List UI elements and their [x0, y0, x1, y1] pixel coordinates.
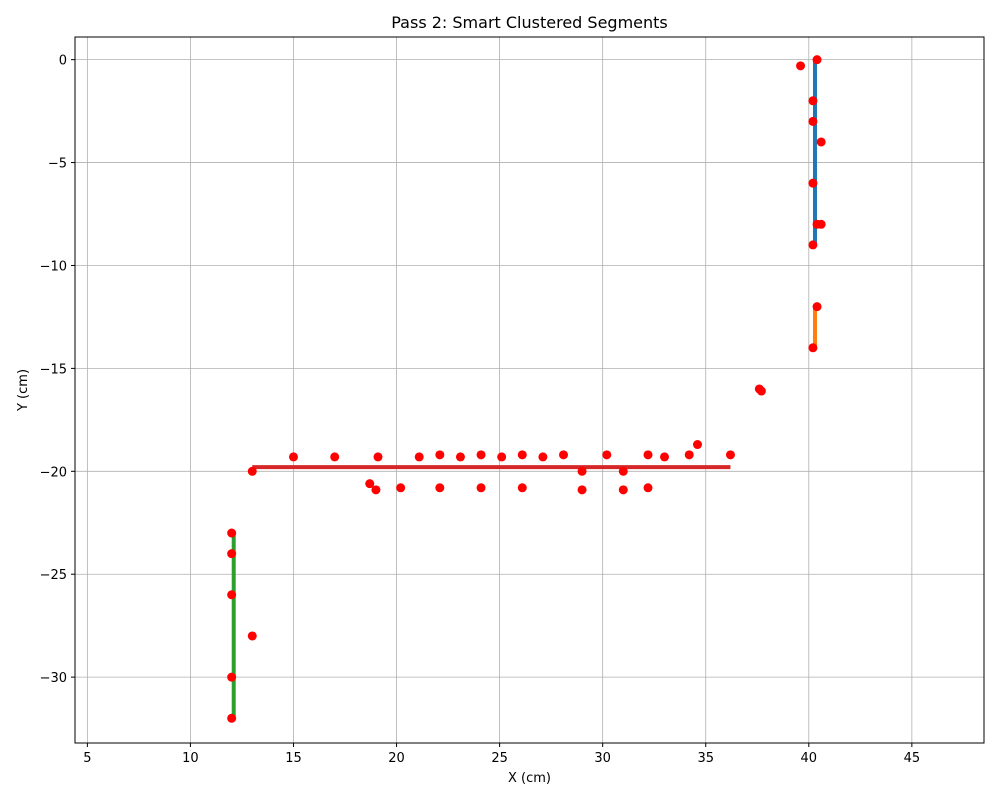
- data-point: [796, 61, 806, 71]
- data-point: [227, 672, 237, 682]
- data-point: [816, 219, 826, 229]
- data-point: [497, 452, 507, 462]
- data-point: [396, 483, 406, 493]
- data-point: [808, 240, 818, 250]
- data-point: [476, 450, 486, 460]
- data-point: [808, 343, 818, 353]
- data-point: [435, 483, 445, 493]
- x-tick-label: 5: [83, 751, 91, 766]
- data-point: [618, 466, 628, 476]
- data-point: [227, 549, 237, 559]
- data-point: [643, 483, 653, 493]
- data-point: [808, 116, 818, 126]
- x-tick-label: 35: [697, 751, 714, 766]
- data-point: [618, 485, 628, 495]
- y-ticks: 0 −5 −10 −15 −20 −25 −30: [40, 54, 75, 686]
- data-point: [455, 452, 465, 462]
- x-axis-label: X (cm): [508, 771, 551, 786]
- y-tick-label: −15: [40, 362, 67, 377]
- x-tick-label: 10: [182, 751, 199, 766]
- points: [227, 55, 826, 723]
- data-point: [414, 452, 424, 462]
- chart-title: Pass 2: Smart Clustered Segments: [391, 13, 668, 32]
- x-tick-label: 40: [801, 751, 818, 766]
- data-point: [660, 452, 670, 462]
- data-point: [725, 450, 735, 460]
- x-tick-label: 45: [904, 751, 921, 766]
- y-tick-label: −30: [40, 671, 67, 686]
- data-point: [365, 479, 375, 489]
- data-point: [288, 452, 298, 462]
- data-point: [643, 450, 653, 460]
- y-tick-label: 0: [59, 54, 67, 69]
- data-point: [684, 450, 694, 460]
- data-point: [577, 485, 587, 495]
- data-point: [577, 466, 587, 476]
- data-point: [808, 178, 818, 188]
- data-point: [816, 137, 826, 147]
- grid: [75, 37, 984, 743]
- data-point: [227, 713, 237, 723]
- y-tick-label: −25: [40, 568, 67, 583]
- data-point: [812, 55, 822, 65]
- data-point: [692, 440, 702, 450]
- y-tick-label: −20: [40, 465, 67, 480]
- y-tick-label: −5: [48, 157, 67, 172]
- y-axis-label: Y (cm): [16, 369, 31, 412]
- data-point: [538, 452, 548, 462]
- data-point: [756, 386, 766, 396]
- data-point: [559, 450, 569, 460]
- x-tick-label: 15: [285, 751, 302, 766]
- data-point: [330, 452, 340, 462]
- data-point: [812, 302, 822, 312]
- data-point: [476, 483, 486, 493]
- data-point: [517, 450, 527, 460]
- x-ticks: 5 10 15 20 25 30 35 40 45: [83, 743, 920, 766]
- x-tick-label: 20: [388, 751, 405, 766]
- plot-frame: [74, 36, 985, 744]
- data-point: [227, 590, 237, 600]
- data-point: [602, 450, 612, 460]
- data-point: [808, 96, 818, 106]
- data-point: [435, 450, 445, 460]
- data-point: [371, 485, 381, 495]
- data-point: [247, 631, 257, 641]
- data-point: [247, 466, 257, 476]
- data-point: [517, 483, 527, 493]
- x-tick-label: 25: [491, 751, 508, 766]
- data-point: [227, 528, 237, 538]
- x-tick-label: 30: [594, 751, 611, 766]
- data-point: [373, 452, 383, 462]
- y-tick-label: −10: [40, 259, 67, 274]
